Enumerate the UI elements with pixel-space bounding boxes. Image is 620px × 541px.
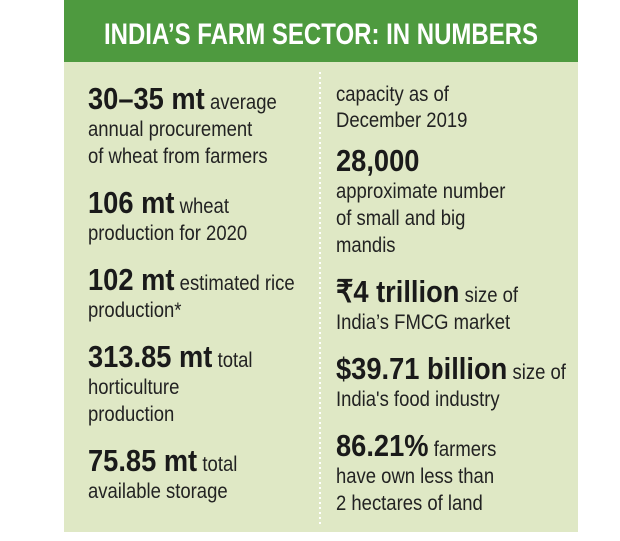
stat-text: available storage [88, 480, 228, 503]
stat-figure: 86.21% [336, 429, 429, 463]
header-band [64, 0, 578, 62]
stat-text: farmers [434, 438, 497, 461]
stat-figure: $39.71 billion [336, 352, 507, 386]
stat-text: total [218, 349, 253, 372]
stat-figure: 75.85 mt [88, 444, 197, 478]
stat-line: 75.85 mt total [88, 444, 237, 478]
stat-line: 106 mt wheat [88, 186, 229, 220]
stat-line: ₹4 trillion size of [336, 275, 519, 309]
stat-text: production* [88, 299, 182, 322]
stat-figure: 313.85 mt [88, 340, 213, 374]
stat-text: of wheat from farmers [88, 145, 268, 168]
stat-figure: 30–35 mt [88, 82, 205, 116]
header-title: INDIA’S FARM SECTOR: IN NUMBERS [104, 16, 538, 50]
stat-line: 102 mt estimated rice [88, 263, 295, 297]
stat-text: have own less than [336, 465, 494, 488]
stat-text: 2 hectares of land [336, 492, 483, 515]
stat-text: mandis [336, 234, 396, 257]
stat-text: size of [513, 361, 567, 384]
stat-text: India’s FMCG market [336, 311, 511, 334]
stat-figure: 102 mt [88, 263, 175, 297]
stat-text: of small and big [336, 207, 465, 230]
stat-line: 30–35 mt average [88, 82, 277, 116]
stat-text: size of [465, 284, 519, 307]
stat-figure: ₹4 trillion [336, 275, 459, 309]
stat-text: total [202, 453, 237, 476]
stat-line: 313.85 mt total [88, 340, 253, 374]
stat-line: $39.71 billion size of [336, 352, 566, 386]
header: INDIA’S FARM SECTOR: IN NUMBERS [104, 16, 538, 50]
stat-text: horticulture [88, 376, 179, 399]
stat-text: India's food industry [336, 388, 500, 411]
stat-text: December 2019 [336, 109, 467, 132]
stat-text: production [88, 403, 174, 426]
stat-line: 86.21% farmers [336, 429, 496, 463]
stat-text: estimated rice [180, 272, 295, 295]
stat-figure: 106 mt [88, 186, 175, 220]
right-column: capacity as of December 2019 28,000approxi… [336, 83, 566, 515]
stat-text: annual procurement [88, 118, 253, 141]
stat-text: average [210, 91, 277, 114]
stat-figure: 28,000 [336, 144, 419, 178]
stat-line: 28,000 [336, 144, 419, 178]
stat-text: approximate number [336, 180, 506, 203]
stat-text: capacity as of [336, 83, 449, 106]
stat-text: wheat [179, 195, 230, 218]
stat-text: production for 2020 [88, 222, 247, 245]
